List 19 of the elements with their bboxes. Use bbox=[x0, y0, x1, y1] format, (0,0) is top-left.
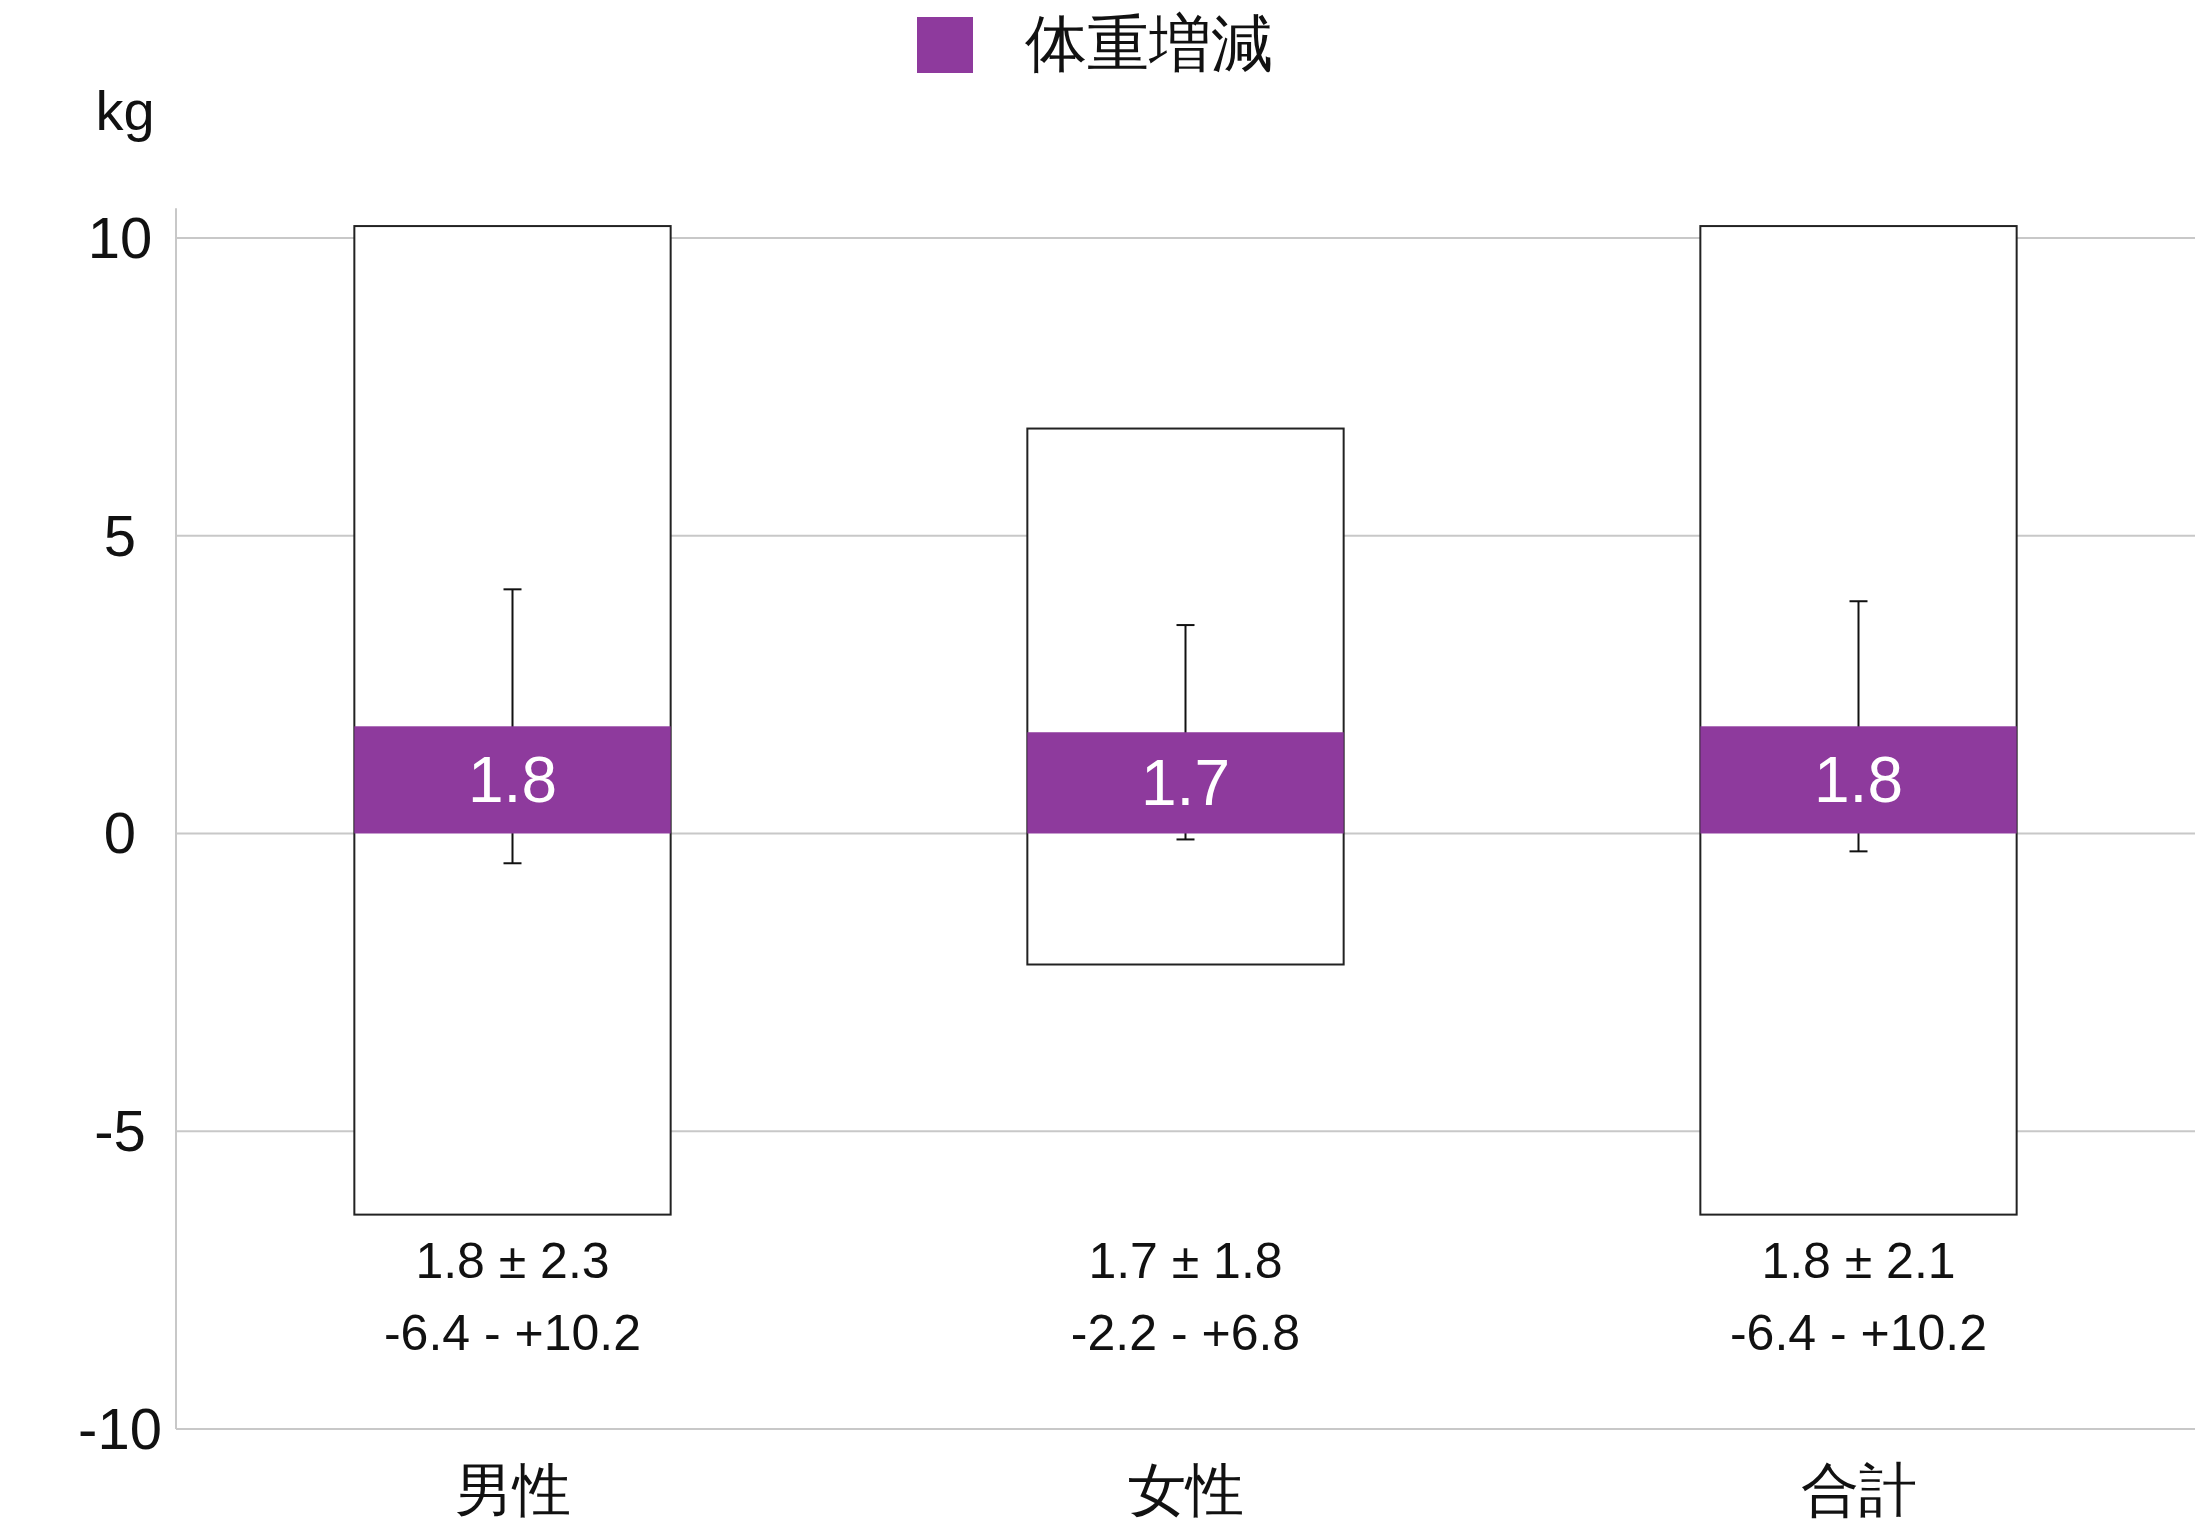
y-tick-label: 10 bbox=[87, 204, 153, 270]
annotation: 1.8 ± 2.1 -6.4 - +10.2 bbox=[1729, 1232, 1988, 1361]
y-axis-title: kg bbox=[95, 79, 155, 142]
x-tick-label: 合計 bbox=[1800, 1457, 1917, 1522]
bar bbox=[354, 726, 671, 834]
data-label: 1.7 bbox=[1141, 746, 1230, 819]
y-tick-label: 0 bbox=[103, 800, 137, 866]
y-tick-label: -5 bbox=[94, 1098, 146, 1164]
x-tick-label: 男性 bbox=[454, 1457, 571, 1522]
bar bbox=[1027, 732, 1344, 834]
y-tick-label: -10 bbox=[78, 1396, 162, 1461]
bar bbox=[1700, 726, 2017, 834]
legend-label: 体重増減 bbox=[1025, 9, 1273, 78]
data-label: 1.8 bbox=[1814, 743, 1903, 816]
annotation: 1.7 ± 1.8 -2.2 - +6.8 bbox=[1070, 1232, 1301, 1361]
x-tick-label: 女性 bbox=[1127, 1457, 1244, 1522]
annotation: 1.8 ± 2.3 -6.4 - +10.2 bbox=[383, 1232, 642, 1361]
y-tick-label: 5 bbox=[103, 502, 137, 568]
data-label: 1.8 bbox=[468, 743, 557, 816]
